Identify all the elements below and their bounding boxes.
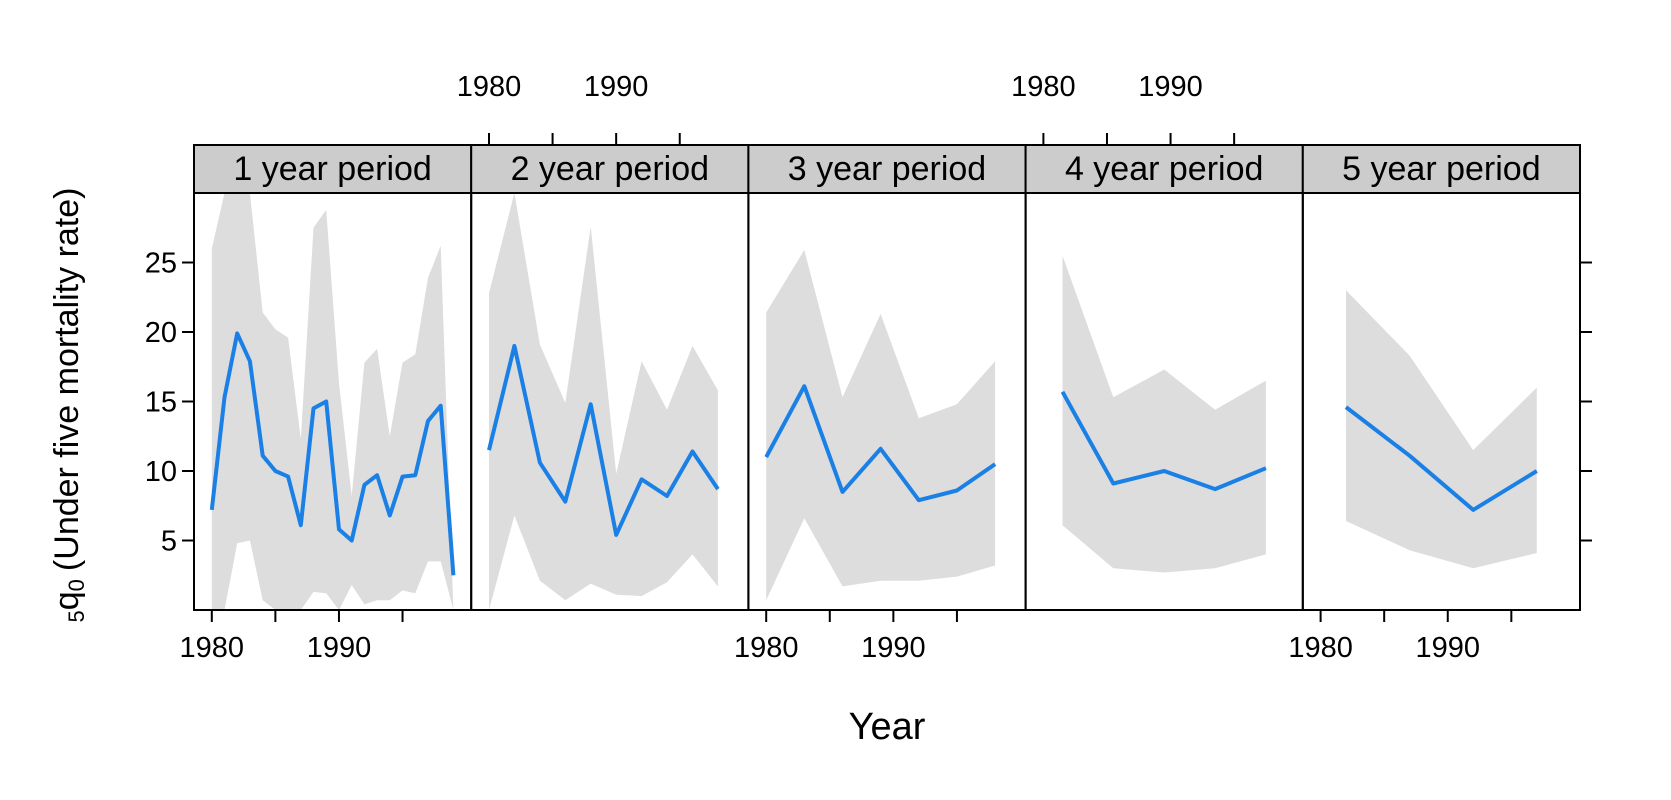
x-tick-label: 1980 <box>1288 632 1353 664</box>
panel-2: 2 year period <box>470 144 750 611</box>
panel-3-confidence-band <box>766 250 996 601</box>
panel-4-confidence-band <box>1062 255 1266 573</box>
y-axis-title-subscript-left: 5 <box>64 610 89 622</box>
x-tick-label: 1990 <box>307 632 372 664</box>
y-axis-title: 5q0 (Under five mortality rate) <box>48 188 89 623</box>
y-tick-label: 20 <box>145 317 177 349</box>
panel-3: 3 year period <box>747 144 1027 611</box>
x-tick-label: 1990 <box>1138 71 1203 103</box>
y-axis-title-subscript-right: 0 <box>64 579 89 591</box>
panel-5-strip <box>1301 144 1582 194</box>
panel-1: 1 year period <box>193 144 473 611</box>
x-tick-label: 1990 <box>584 71 649 103</box>
panel-5-title: 5 year period <box>1342 150 1540 188</box>
y-axis-title-symbol: q <box>48 591 86 610</box>
x-tick-label: 1980 <box>1011 71 1076 103</box>
x-tick-label: 1990 <box>861 632 926 664</box>
y-tick-label: 10 <box>145 456 177 488</box>
panel-5: 5 year period <box>1301 144 1582 611</box>
y-tick-label: 15 <box>145 387 177 419</box>
panel-1-title: 1 year period <box>233 150 431 188</box>
x-tick-label: 1980 <box>734 632 799 664</box>
x-tick-label: 1980 <box>180 632 245 664</box>
x-tick-label: 1990 <box>1416 632 1481 664</box>
panel-4-title: 4 year period <box>1065 150 1263 188</box>
y-tick-label: 5 <box>161 526 177 558</box>
x-tick-label: 1980 <box>457 71 522 103</box>
panel-2-title: 2 year period <box>511 150 709 188</box>
panel-4: 4 year period <box>1024 144 1304 611</box>
panel-4-estimate-line <box>1060 390 1267 492</box>
axes: 1980 1990 1980 1990 1980 1990 1980 1990 1980 1990… <box>145 71 1592 664</box>
x-axis-title: Year <box>849 706 926 748</box>
panels: 1 year period 2 year period 3 year period 4… <box>193 144 1582 611</box>
panel-3-title: 3 year period <box>788 150 986 188</box>
panel-2-confidence-band <box>489 193 718 610</box>
panel-1-estimate-line <box>209 331 456 576</box>
panel-2-estimate-line <box>487 343 720 537</box>
y-tick-label: 25 <box>145 248 177 280</box>
y-axis-title-main: (Under five mortality rate) <box>48 188 86 572</box>
panel-3-estimate-line <box>764 384 997 503</box>
panel-3-strip <box>747 144 1027 194</box>
panel-5-estimate-line <box>1344 405 1538 512</box>
panel-1-confidence-band <box>211 193 454 610</box>
